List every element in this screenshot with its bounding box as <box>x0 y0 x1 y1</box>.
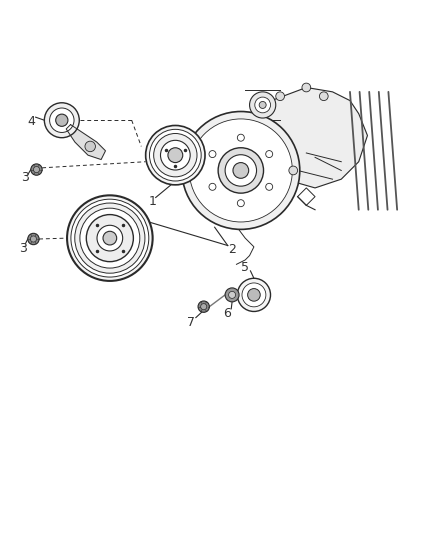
Circle shape <box>80 208 140 268</box>
Circle shape <box>201 304 207 310</box>
Text: 7: 7 <box>187 316 195 329</box>
Circle shape <box>266 151 273 158</box>
Circle shape <box>237 200 244 207</box>
Circle shape <box>85 141 95 152</box>
Circle shape <box>97 225 123 251</box>
Circle shape <box>229 292 236 298</box>
Text: 5: 5 <box>241 261 249 274</box>
Circle shape <box>289 166 297 175</box>
Circle shape <box>28 233 39 245</box>
Circle shape <box>33 166 39 173</box>
Circle shape <box>49 108 74 133</box>
Circle shape <box>259 101 266 108</box>
Text: 3: 3 <box>18 241 26 255</box>
Circle shape <box>319 92 328 101</box>
Circle shape <box>189 119 292 222</box>
Text: 2: 2 <box>228 244 236 256</box>
Circle shape <box>168 148 183 163</box>
Circle shape <box>67 195 152 281</box>
Circle shape <box>209 151 216 158</box>
Circle shape <box>237 278 271 311</box>
Polygon shape <box>245 87 367 188</box>
Circle shape <box>198 301 209 312</box>
Circle shape <box>247 288 260 301</box>
Circle shape <box>71 199 149 277</box>
Circle shape <box>225 155 257 186</box>
Circle shape <box>31 164 42 175</box>
Circle shape <box>160 140 190 170</box>
Circle shape <box>250 92 276 118</box>
Circle shape <box>237 134 244 141</box>
Circle shape <box>233 163 249 179</box>
Circle shape <box>242 283 266 307</box>
Circle shape <box>255 97 271 113</box>
Circle shape <box>209 183 216 190</box>
Text: 1: 1 <box>148 195 156 207</box>
Circle shape <box>86 215 134 262</box>
Circle shape <box>30 236 36 242</box>
Circle shape <box>266 183 273 190</box>
Circle shape <box>44 103 79 138</box>
Circle shape <box>56 114 68 126</box>
Circle shape <box>182 111 300 229</box>
Polygon shape <box>66 125 106 159</box>
Circle shape <box>75 203 145 273</box>
Circle shape <box>302 83 311 92</box>
Circle shape <box>149 130 201 181</box>
Circle shape <box>146 125 205 185</box>
Circle shape <box>276 92 285 101</box>
Text: 6: 6 <box>223 306 231 320</box>
Circle shape <box>218 148 264 193</box>
Text: 3: 3 <box>21 171 28 184</box>
Circle shape <box>225 288 239 302</box>
Text: 4: 4 <box>27 115 35 128</box>
Circle shape <box>103 231 117 245</box>
Circle shape <box>154 133 197 177</box>
